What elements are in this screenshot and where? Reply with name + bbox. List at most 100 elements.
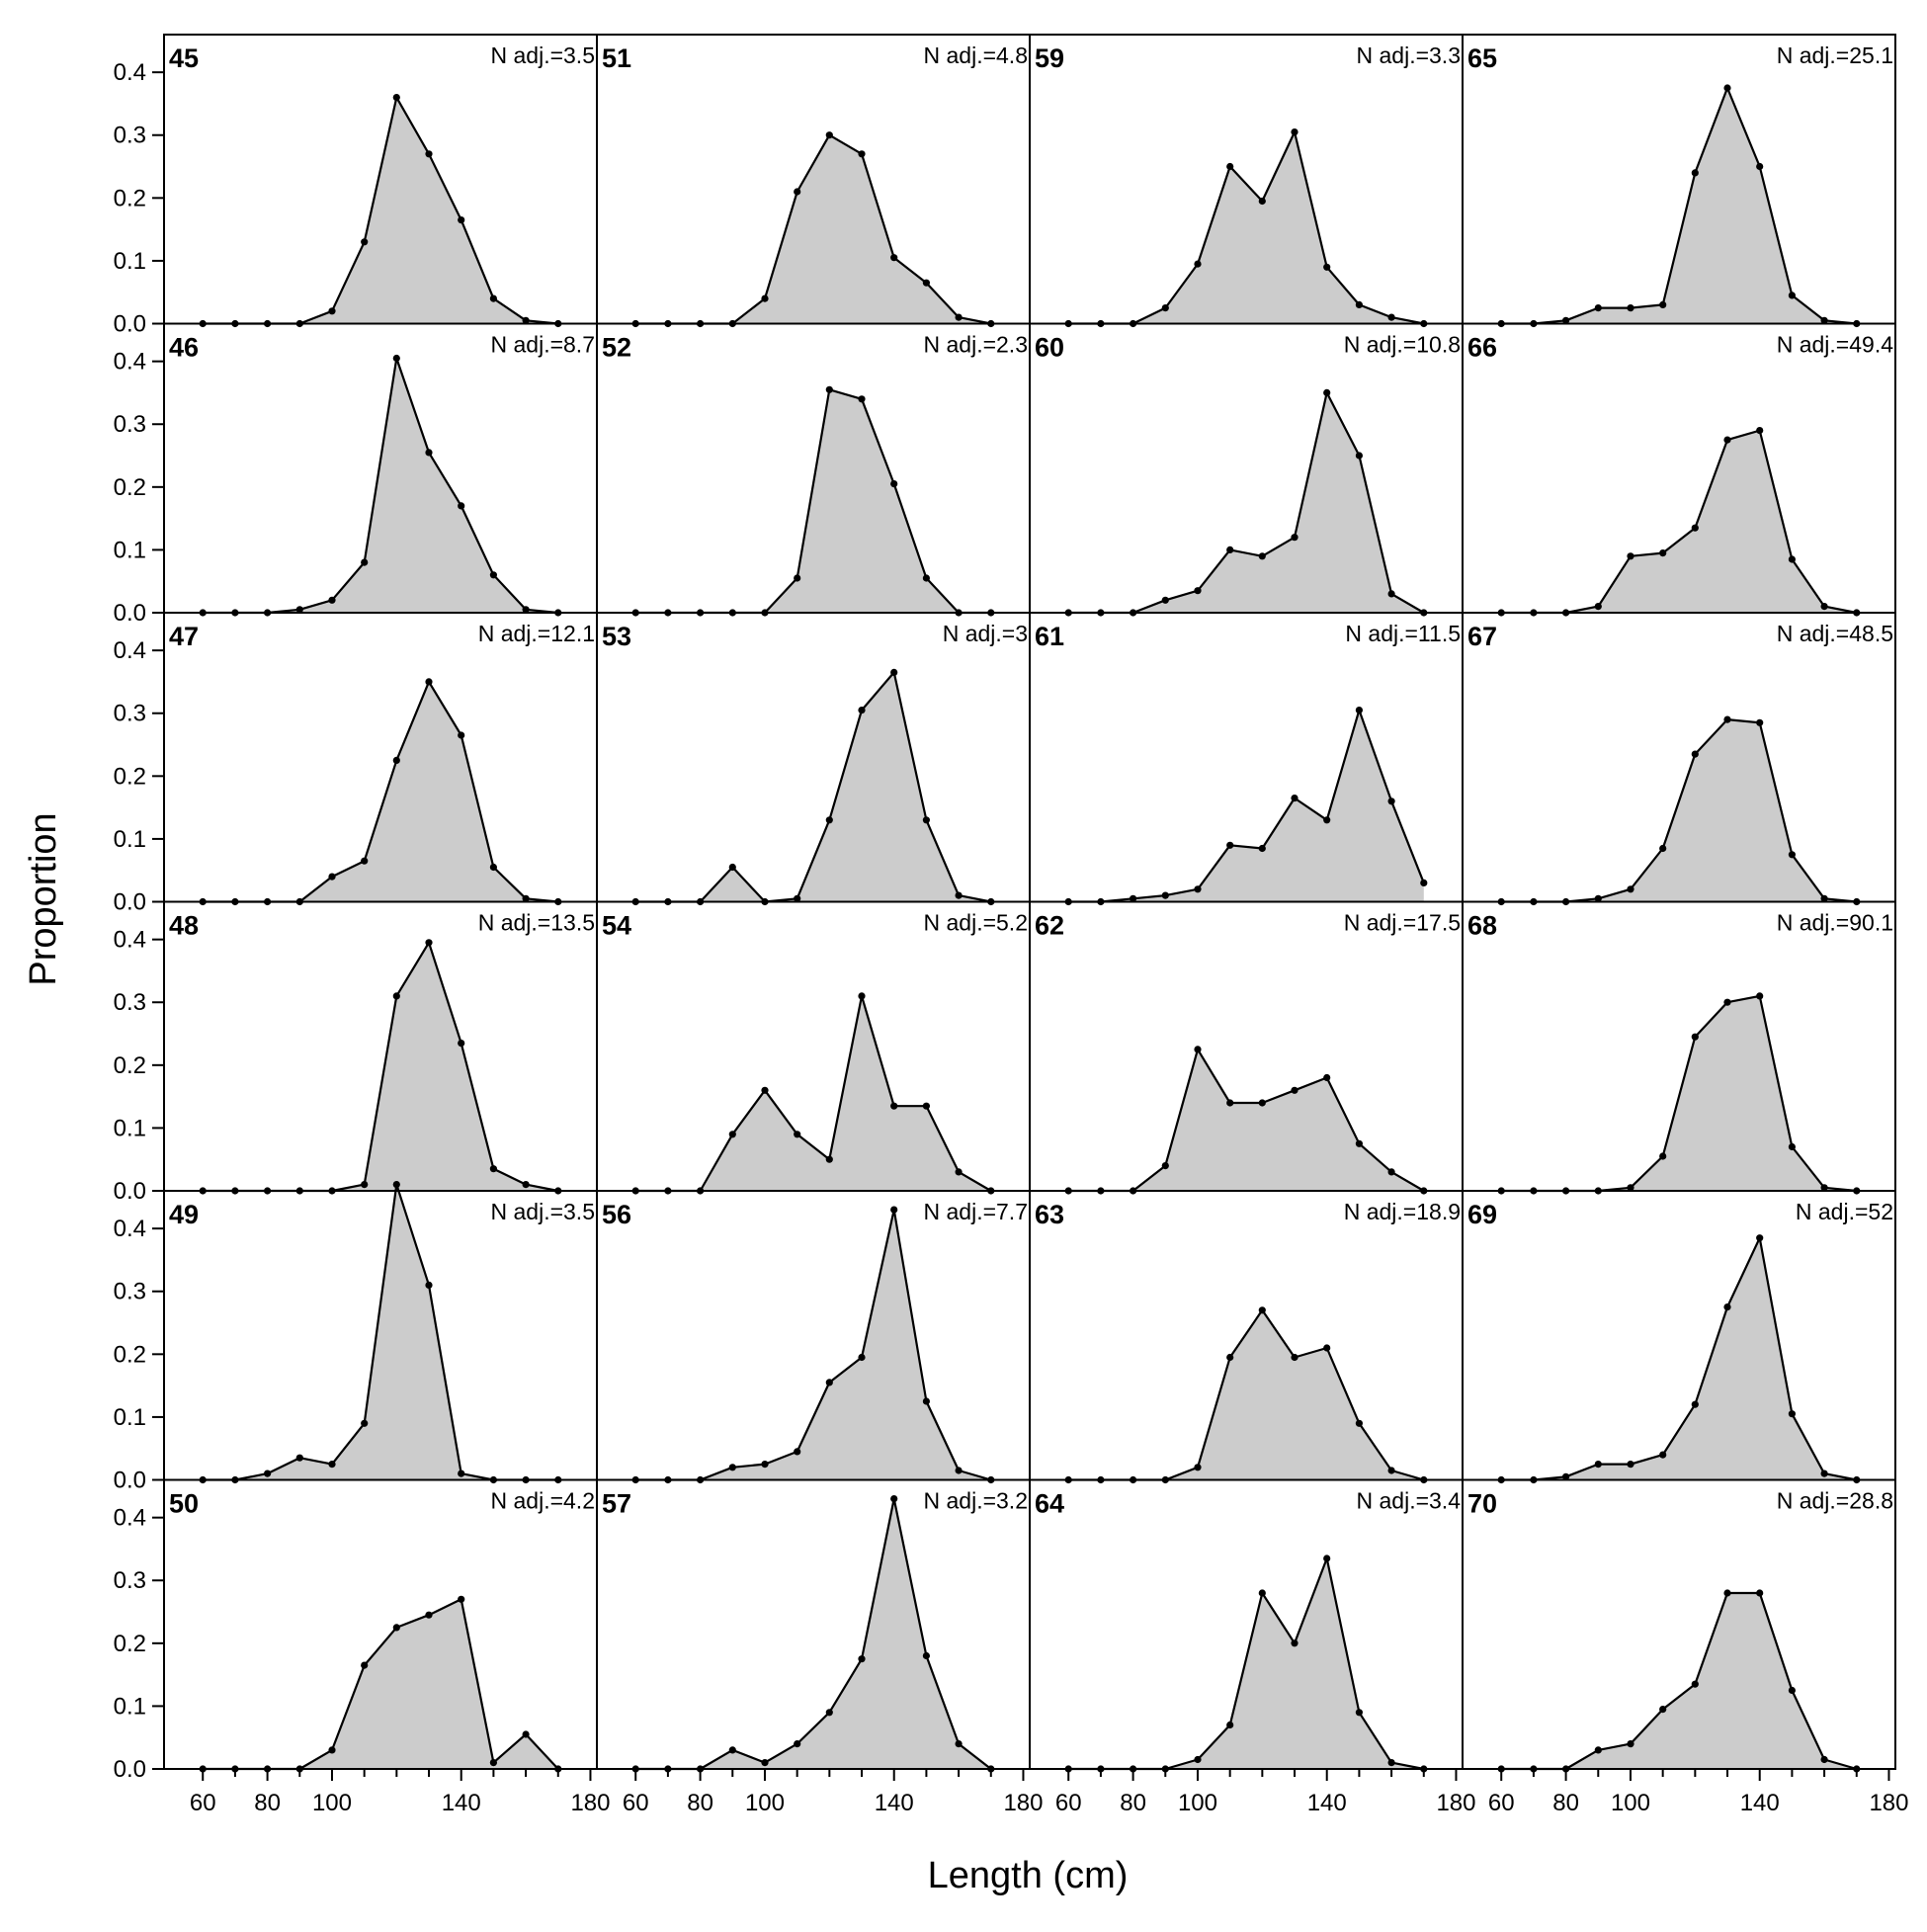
data-point [361,1661,369,1669]
data-point [522,606,530,614]
y-tick-label: 0.1 [114,1693,146,1720]
data-point [458,1040,465,1048]
n-adj-label: N adj.=3.5 [491,42,596,68]
x-tick-label: 140 [1740,1790,1780,1816]
n-adj-label: N adj.=18.9 [1344,1199,1461,1224]
data-point [728,1131,736,1138]
data-point [1387,1759,1395,1767]
n-adj-label: N adj.=12.1 [478,621,595,646]
panel-label: 65 [1467,43,1497,73]
data-point [1130,894,1137,902]
x-tick-label: 180 [1869,1790,1908,1816]
y-tick-label: 0.0 [114,600,146,627]
data-point [1659,1706,1667,1714]
panel-label: 60 [1035,333,1064,363]
data-point [489,1759,497,1767]
x-tick-label: 60 [190,1790,216,1816]
y-tick-label: 0.3 [114,411,146,438]
x-tick-label: 80 [687,1790,713,1816]
data-point [489,294,497,302]
y-tick-label: 0.0 [114,889,146,916]
data-point [1691,1033,1699,1041]
data-point [1788,851,1796,859]
panel-frame [596,1478,1031,1770]
data-point [794,894,801,902]
data-point [825,816,833,824]
data-point [1323,1344,1331,1352]
y-tick-label: 0.4 [114,1505,146,1532]
n-adj-label: N adj.=10.8 [1344,332,1461,358]
area-fill [1501,719,1857,902]
data-point [922,1651,931,1660]
x-tick-label: 140 [442,1790,481,1816]
data-point [1562,316,1570,324]
data-point [458,731,465,739]
y-tick-label: 0.2 [114,474,146,501]
x-tick-label: 180 [570,1790,610,1816]
y-tick-label: 0.4 [114,1216,146,1242]
y-tick-label: 0.0 [114,311,146,338]
data-point [1387,313,1395,321]
data-point [955,891,963,899]
x-tick-label: 60 [1488,1790,1515,1816]
area-fill [1068,1558,1424,1769]
data-point [1161,596,1169,604]
data-point [1756,992,1764,1000]
data-point [1820,1470,1828,1477]
data-point [858,1353,866,1362]
panel-label: 52 [602,333,631,363]
data-point [1756,427,1764,435]
panel-label: 70 [1467,1489,1497,1519]
data-point [425,678,433,686]
n-adj-label: N adj.=52 [1796,1199,1893,1224]
x-tick-label: 180 [1436,1790,1475,1816]
data-point [955,1168,963,1176]
data-point [890,254,898,262]
data-point [361,1181,369,1189]
panel-label: 68 [1467,911,1497,941]
data-point [794,1131,801,1138]
data-point [825,385,833,393]
data-point [522,316,530,324]
axes-layer: 0.0 0.1 0.2 0.3 0.4 0.0 0.1 0.2 0.3 0.4 0.0 0.1 0.2 0… [114,59,1909,1816]
data-point [1756,1234,1764,1242]
data-points-layer [199,84,1861,1773]
data-point [1594,603,1602,611]
y-tick-label: 0.1 [114,537,146,563]
x-tick-label: 180 [1003,1790,1043,1816]
x-tick-label: 140 [875,1790,914,1816]
data-point [794,574,801,582]
y-tick-label: 0.4 [114,59,146,86]
data-point [1194,1046,1202,1053]
data-point [955,313,963,321]
data-point [328,307,336,315]
area-fill [203,1599,558,1769]
y-tick-label: 0.2 [114,1341,146,1368]
data-point [955,1467,963,1474]
data-point [1723,998,1731,1006]
n-adj-label: N adj.=48.5 [1777,621,1893,646]
y-tick-label: 0.0 [114,1468,146,1494]
data-point [761,1086,769,1094]
data-point [328,1746,336,1754]
data-point [1788,555,1796,563]
panel-frame [1462,1478,1896,1770]
panel-label: 47 [169,622,199,651]
y-tick-label: 0.3 [114,1567,146,1594]
data-point [1355,300,1363,308]
data-point [1594,894,1602,902]
n-adj-label: N adj.=49.4 [1777,332,1893,358]
n-adj-label: N adj.=25.1 [1777,42,1893,68]
x-tick-label: 100 [1611,1790,1650,1816]
x-tick-label: 100 [312,1790,352,1816]
data-point [825,1155,833,1163]
data-point [1161,1162,1169,1170]
area-fill [1501,88,1857,324]
data-point [825,131,833,139]
data-point [922,574,931,582]
y-tick-label: 0.1 [114,1115,146,1141]
y-tick-label: 0.3 [114,1279,146,1305]
data-point [425,449,433,457]
panel-label: 56 [602,1200,631,1229]
